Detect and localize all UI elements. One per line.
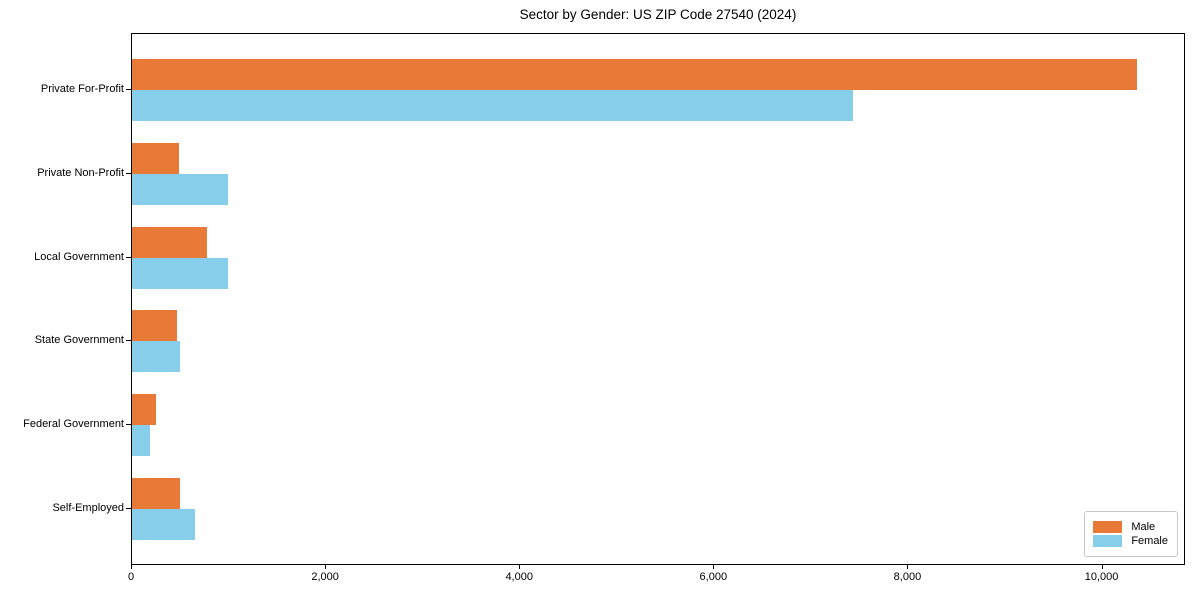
legend-label-female: Female xyxy=(1131,535,1168,547)
x-tick-label: 6,000 xyxy=(699,571,728,583)
x-tick-label: 4,000 xyxy=(505,571,533,583)
y-tick xyxy=(126,172,131,174)
legend-item-female: Female xyxy=(1093,535,1168,547)
x-tick xyxy=(519,565,521,569)
bar-male-1 xyxy=(132,59,1137,91)
bar-male-2 xyxy=(132,142,179,174)
female-swatch xyxy=(1093,535,1123,547)
category-label: Private For-Profit xyxy=(40,83,124,96)
bar-female-2 xyxy=(132,173,228,205)
x-tick-label: 0 xyxy=(127,571,135,583)
bar-female-5 xyxy=(132,424,150,456)
plot-area: Male Female xyxy=(131,33,1185,565)
legend: Male Female xyxy=(1084,511,1178,557)
category-label: Federal Government xyxy=(23,417,124,430)
category-label: State Government xyxy=(34,334,124,347)
bar-male-6 xyxy=(132,477,180,509)
y-tick xyxy=(126,423,131,425)
x-tick xyxy=(131,565,132,569)
bar-female-1 xyxy=(132,90,853,122)
category-label: Private Non-Profit xyxy=(37,166,124,179)
category-label: Self-Employed xyxy=(52,501,124,514)
x-tick xyxy=(713,565,715,569)
x-tick xyxy=(325,565,327,569)
bar-male-5 xyxy=(132,393,156,425)
bar-male-3 xyxy=(132,226,207,258)
x-tick-label: 2,000 xyxy=(311,571,339,583)
legend-item-male: Male xyxy=(1093,521,1168,533)
y-tick xyxy=(126,507,131,509)
x-tick-label: 8,000 xyxy=(893,571,922,583)
legend-label-male: Male xyxy=(1131,521,1156,533)
x-tick xyxy=(907,565,909,569)
category-label: Local Government xyxy=(34,250,124,263)
x-tick xyxy=(1101,565,1103,569)
male-swatch xyxy=(1093,521,1123,533)
bar-female-4 xyxy=(132,341,180,373)
bar-male-4 xyxy=(132,310,177,342)
y-tick xyxy=(126,340,131,342)
y-tick xyxy=(126,256,131,258)
bar-female-6 xyxy=(132,508,195,540)
bar-female-3 xyxy=(132,257,228,289)
x-tick-label: 10,000 xyxy=(1084,571,1119,583)
y-tick xyxy=(126,89,131,91)
chart-title: Sector by Gender: US ZIP Code 27540 (202… xyxy=(519,7,797,22)
